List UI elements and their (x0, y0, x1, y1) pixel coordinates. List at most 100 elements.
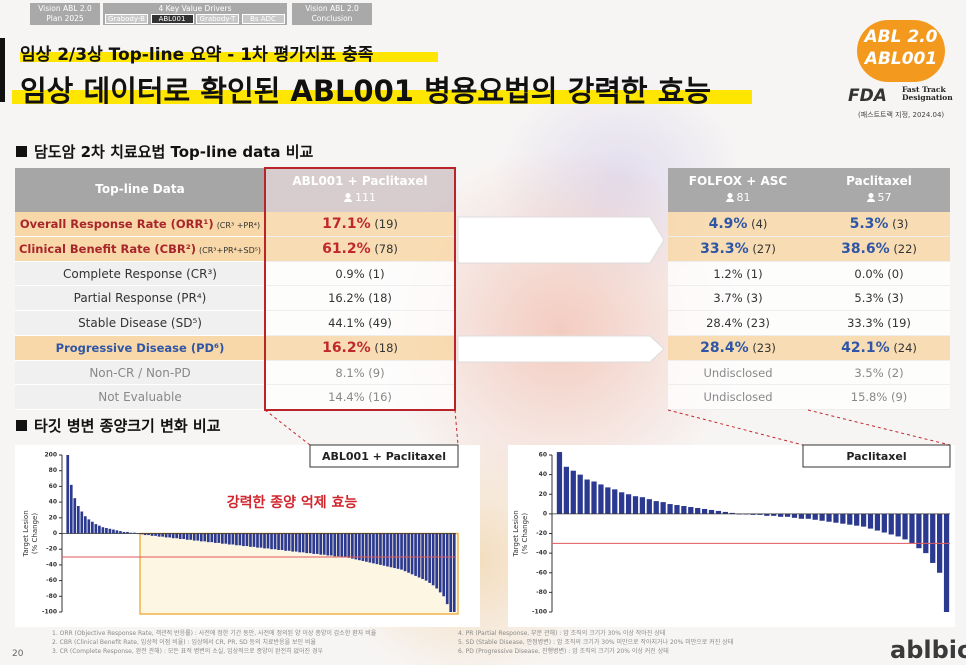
nav-text: Conclusion (311, 14, 353, 23)
row-label-text: Overall Response Rate (ORR¹) (19, 217, 214, 231)
logo: ablbio (890, 636, 966, 664)
bar (298, 533, 301, 553)
bar (867, 513, 874, 529)
table-cell: 16.2% (18) (265, 335, 455, 361)
y-tick-label: -60 (536, 569, 547, 576)
row-label-text: Clinical Benefit Rate (CBR²) (18, 241, 197, 256)
bar (235, 533, 238, 546)
chart-label-box (309, 444, 459, 468)
bar (301, 533, 305, 553)
bar (242, 533, 245, 547)
bar (667, 504, 673, 514)
table-cell: 61.2% (78) (265, 236, 455, 262)
table-header: FOLFOX + ASC 81 (668, 168, 808, 212)
bar (847, 513, 853, 525)
table-header: Top-line Data (15, 168, 265, 212)
badge-text: ABL 2.0 ABL001 (857, 26, 945, 70)
bar (784, 513, 791, 517)
bar (354, 533, 358, 560)
bar (94, 524, 98, 534)
bar (888, 513, 894, 535)
bar (812, 513, 818, 520)
bullet (16, 420, 27, 431)
chart-label: ABL001 + Paclitaxel (322, 450, 446, 463)
cell-value: 16.2% (328, 291, 365, 306)
sample-size: 111 (355, 191, 376, 204)
header-n: 81 (668, 191, 808, 204)
nav-text: Plan 2025 (46, 14, 84, 23)
bar (231, 533, 235, 545)
y-tick-label: 40 (49, 499, 57, 506)
cell-value: 15.8% (850, 390, 888, 405)
bar (319, 533, 323, 555)
bar (228, 533, 231, 545)
bar (351, 533, 354, 559)
bar (256, 533, 259, 548)
footnote: 3. CR (Complete Response, 완전 관해) : 모든 표적… (52, 648, 324, 655)
connector (264, 409, 311, 446)
bar (87, 519, 91, 534)
bar (881, 513, 887, 533)
cell-count: (9) (890, 390, 908, 405)
cell-count: (27) (752, 241, 776, 256)
highlight (20, 52, 438, 62)
bar (375, 533, 379, 565)
bar (101, 527, 105, 534)
section-title: 담도암 2차 치료요법 Top-line data 비교 (34, 143, 314, 161)
table-cell: 38.6% (22) (808, 236, 950, 262)
bar (840, 513, 846, 524)
y-tick-label: -100 (42, 609, 57, 616)
cell-value: 0.9% (335, 266, 365, 281)
connector (667, 409, 804, 446)
cell-count: (0) (887, 266, 904, 281)
bar (930, 513, 936, 563)
bar (438, 533, 442, 593)
bar (347, 533, 351, 558)
table-cell: 28.4% (23) (668, 311, 808, 336)
connector (807, 409, 951, 446)
row-label-sub: (CR³+PR⁴+SD⁵) (199, 245, 262, 255)
bar (701, 508, 708, 514)
bar (91, 521, 94, 534)
bar (287, 533, 291, 551)
nav-item: Grabody-T (196, 14, 239, 24)
table-cell: 33.3% (19) (808, 311, 950, 336)
page-number: 20 (12, 649, 24, 659)
bullet (16, 146, 27, 157)
cell-value: 3.5% (854, 365, 884, 380)
header-name: FOLFOX + ASC (688, 174, 788, 188)
connector (454, 409, 459, 446)
y-tick-label: -100 (532, 609, 547, 616)
bar (326, 533, 330, 556)
bar (805, 513, 811, 519)
bar (632, 496, 639, 514)
nav-item: ABL001 (150, 14, 194, 24)
bar (259, 533, 263, 548)
bar (757, 513, 763, 515)
section-title: 타깃 병변 종양크기 변화 비교 (34, 417, 221, 435)
bar (308, 533, 312, 554)
bar (379, 533, 382, 565)
cell-count: (19) (374, 217, 398, 231)
cell-count: (4) (751, 217, 768, 231)
bar (598, 484, 604, 514)
bar (192, 533, 196, 541)
bar (653, 501, 659, 514)
bar (108, 528, 112, 534)
bar (203, 533, 207, 542)
bar (249, 533, 252, 547)
bar (206, 533, 210, 543)
header-name: Paclitaxel (846, 174, 912, 188)
bar (729, 512, 735, 514)
bar (83, 516, 87, 534)
bar (224, 533, 228, 544)
cell-value: Undisclosed (703, 390, 773, 405)
cell-value: 61.2% (322, 240, 371, 257)
cell-count: (19) (887, 316, 911, 330)
y-tick-label: -40 (536, 550, 547, 557)
row-label: Complete Response (CR³) (15, 261, 265, 287)
bar (263, 533, 266, 549)
cell-value: 0.0% (854, 266, 884, 281)
person-icon (866, 193, 875, 202)
y-tick-label: -80 (46, 593, 57, 600)
